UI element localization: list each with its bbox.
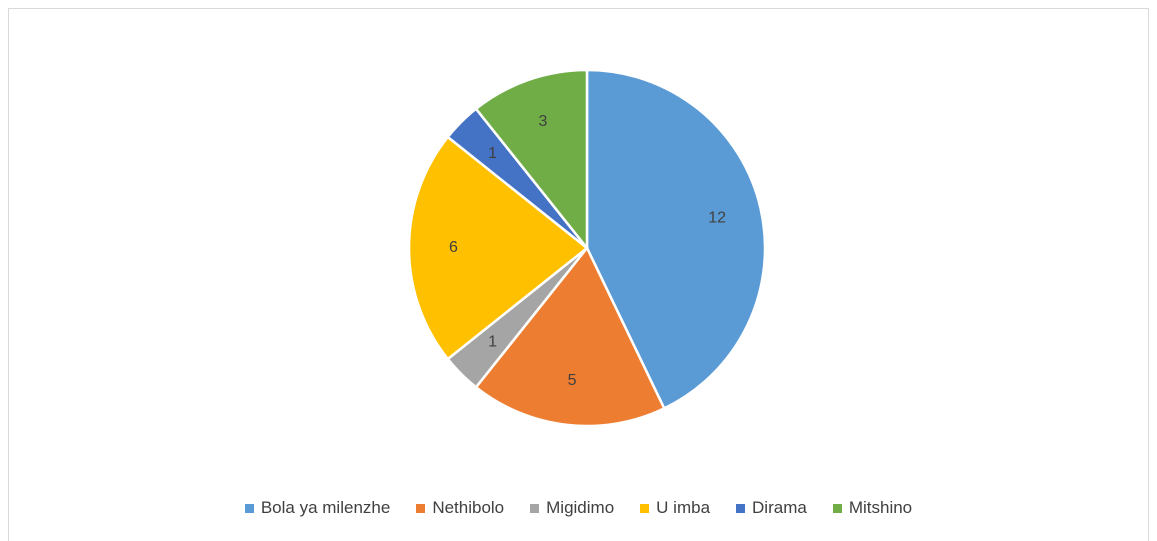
legend-swatch: [832, 503, 842, 513]
pie-slice: [474, 68, 589, 252]
pie-slice: [474, 245, 666, 428]
legend: Bola ya milenzhe Nethibolo Migidimo U imba D…: [0, 498, 1157, 518]
legend-label: U imba: [656, 498, 711, 517]
legend-swatch: [640, 503, 650, 513]
legend-swatch: [244, 503, 254, 513]
data-label: 12: [708, 210, 726, 227]
legend-label: Migidimo: [546, 498, 615, 517]
legend-item: Mitshino: [832, 498, 913, 518]
legend-item: Dirama: [736, 498, 807, 518]
legend-label: Bola ya milenzhe: [260, 498, 391, 517]
data-label: 6: [449, 239, 458, 256]
legend-label: Nethibolo: [432, 498, 505, 517]
legend-label: Mitshino: [848, 498, 913, 517]
data-label: 5: [568, 372, 577, 389]
legend-swatch: [530, 503, 540, 513]
chart-border: [8, 8, 1149, 541]
legend-swatch: [416, 503, 426, 513]
legend-item: U imba: [640, 498, 710, 518]
data-label: 1: [488, 334, 497, 351]
legend-item: Nethibolo: [416, 498, 504, 518]
data-label: 3: [538, 113, 547, 130]
legend-swatch: [736, 503, 746, 513]
pie-slice: [585, 68, 767, 411]
legend-item: Bola ya milenzhe: [244, 498, 391, 518]
legend-label: Dirama: [752, 498, 807, 517]
legend-item: Migidimo: [530, 498, 614, 518]
data-label: 1: [488, 145, 497, 162]
pie-slice: [407, 135, 590, 361]
